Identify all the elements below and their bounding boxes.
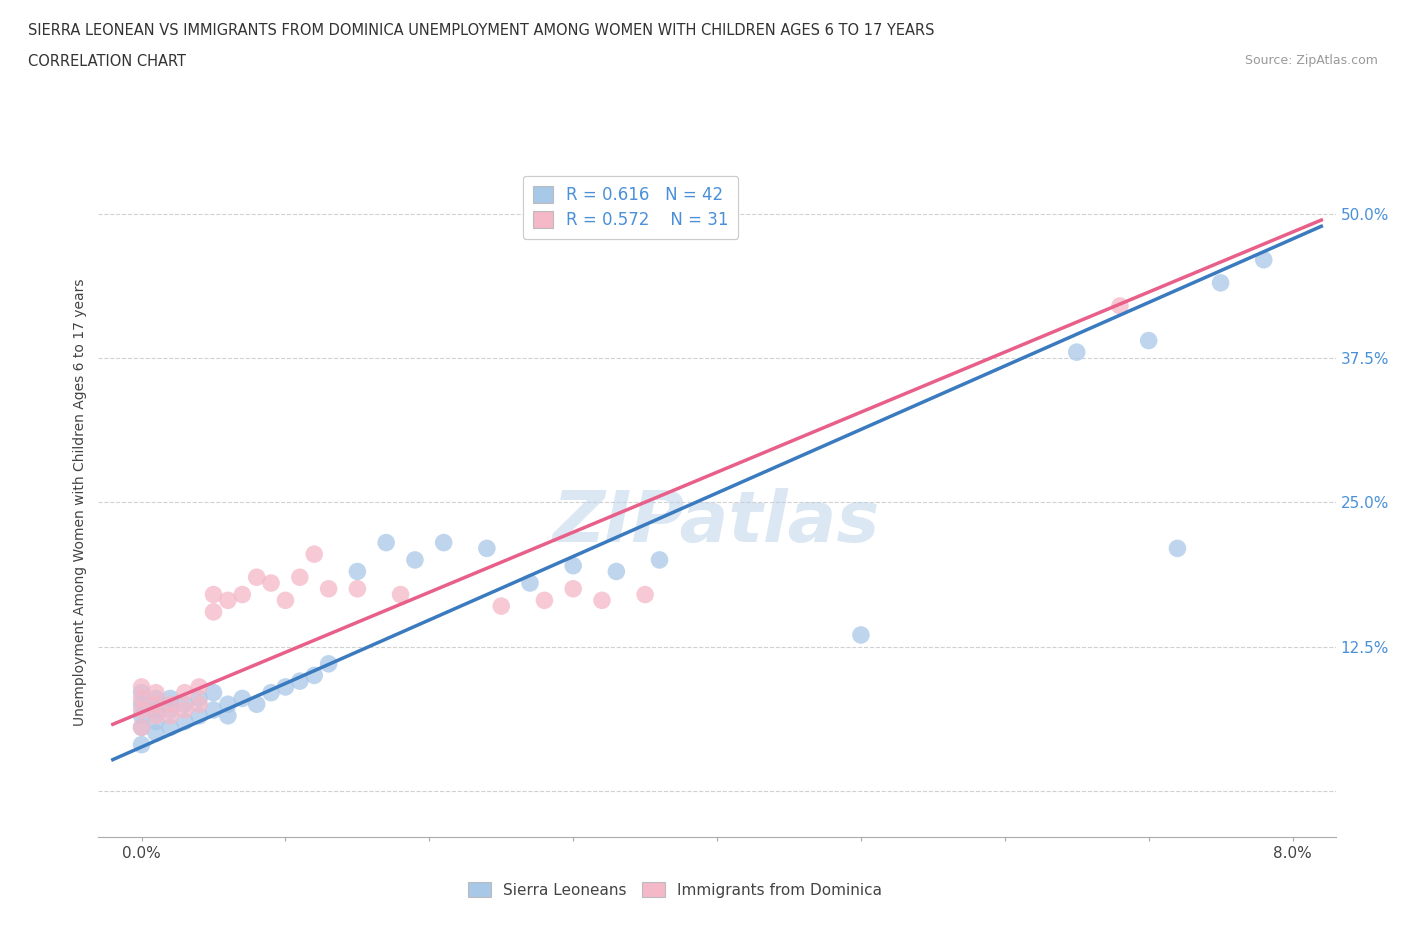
Point [274,593,297,608]
Text: SIERRA LEONEAN VS IMMIGRANTS FROM DOMINICA UNEMPLOYMENT AMONG WOMEN WITH CHILDRE: SIERRA LEONEAN VS IMMIGRANTS FROM DOMINI… [28,23,935,38]
Point [173,697,195,711]
Point [131,720,153,735]
Point [1166,541,1188,556]
Point [246,697,269,711]
Point [159,702,181,717]
Point [188,697,211,711]
Y-axis label: Unemployment Among Women with Children Ages 6 to 17 years: Unemployment Among Women with Children A… [73,278,87,726]
Point [145,691,167,706]
Point [591,593,613,608]
Point [202,685,225,700]
Point [173,685,195,700]
Point [188,680,211,695]
Point [346,581,368,596]
Text: ZIPatlas: ZIPatlas [554,488,880,557]
Point [159,691,181,706]
Point [188,691,211,706]
Point [562,581,585,596]
Point [173,714,195,729]
Point [605,564,627,578]
Point [849,628,872,643]
Point [202,702,225,717]
Point [131,709,153,724]
Point [346,564,368,578]
Point [302,668,325,683]
Point [1137,333,1160,348]
Point [145,685,167,700]
Point [491,599,513,614]
Point [231,587,253,602]
Point [1066,345,1088,360]
Point [246,570,269,585]
Point [145,697,167,711]
Point [433,535,456,550]
Point [202,587,225,602]
Point [131,702,153,717]
Point [159,697,181,711]
Point [159,720,181,735]
Point [318,657,340,671]
Point [533,593,555,608]
Point [145,709,167,724]
Point [274,680,297,695]
Legend: Sierra Leoneans, Immigrants from Dominica: Sierra Leoneans, Immigrants from Dominic… [461,875,889,904]
Point [260,576,283,591]
Point [562,558,585,573]
Point [475,541,498,556]
Point [188,709,211,724]
Point [131,720,153,735]
Point [217,709,239,724]
Point [131,680,153,695]
Point [131,691,153,706]
Point [634,587,657,602]
Point [202,604,225,619]
Point [519,576,541,591]
Point [288,570,311,585]
Point [260,685,283,700]
Point [145,725,167,740]
Point [131,685,153,700]
Legend: R = 0.616   N = 42, R = 0.572    N = 31: R = 0.616 N = 42, R = 0.572 N = 31 [523,176,738,239]
Point [375,535,398,550]
Point [1109,299,1132,313]
Point [217,593,239,608]
Point [288,673,311,688]
Point [217,697,239,711]
Point [302,547,325,562]
Text: Source: ZipAtlas.com: Source: ZipAtlas.com [1244,54,1378,67]
Point [231,691,253,706]
Point [1253,252,1275,267]
Point [131,737,153,752]
Point [648,552,671,567]
Point [404,552,426,567]
Point [318,581,340,596]
Text: CORRELATION CHART: CORRELATION CHART [28,54,186,69]
Point [159,709,181,724]
Point [145,714,167,729]
Point [173,702,195,717]
Point [389,587,412,602]
Point [1209,275,1232,290]
Point [145,702,167,717]
Point [131,697,153,711]
